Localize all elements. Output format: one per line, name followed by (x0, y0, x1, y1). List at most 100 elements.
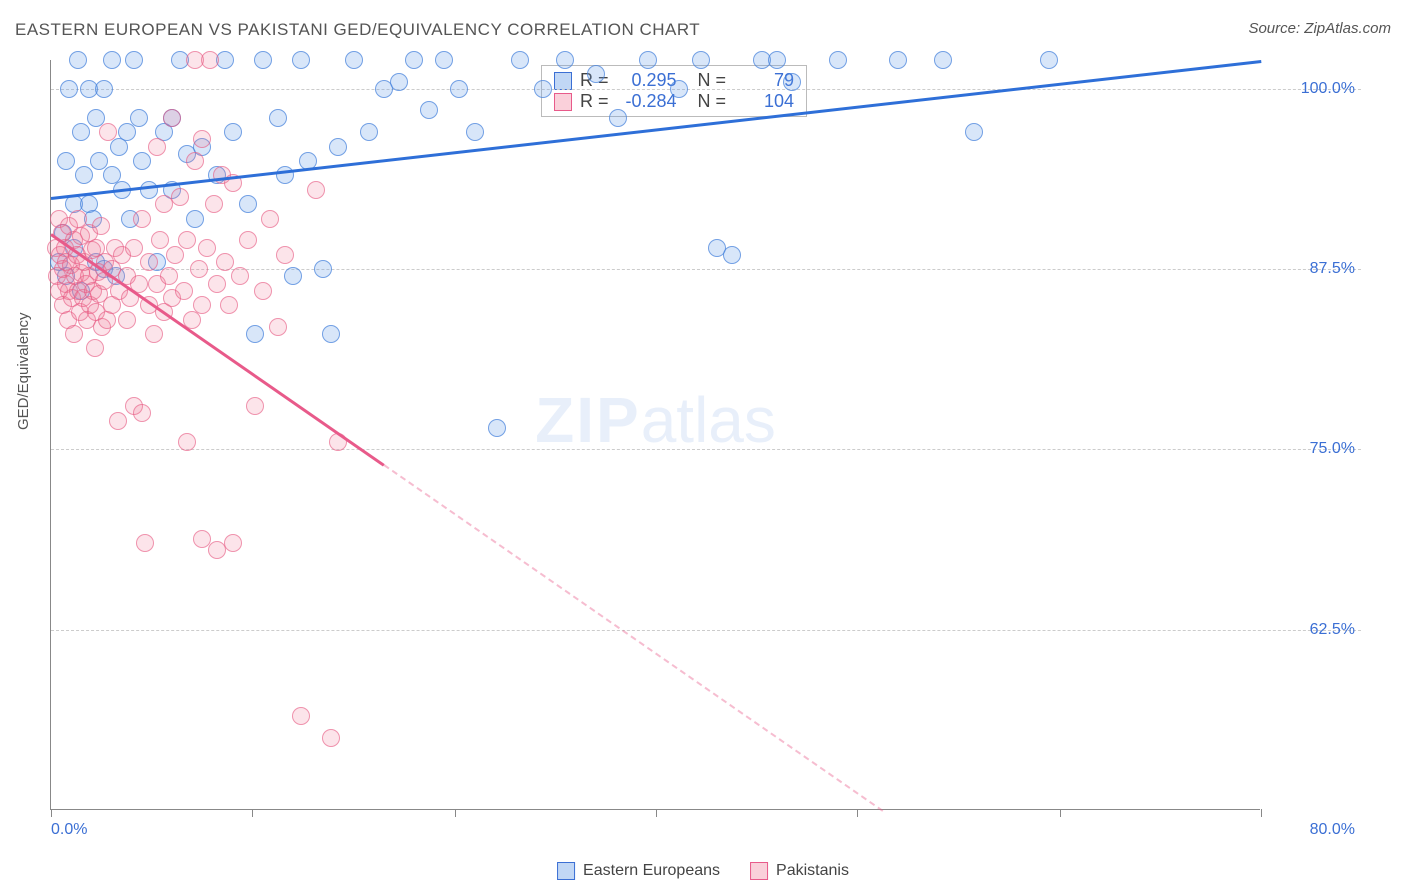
scatter-point (125, 239, 143, 257)
scatter-point (224, 534, 242, 552)
scatter-point (965, 123, 983, 141)
scatter-point (186, 152, 204, 170)
scatter-point (171, 188, 189, 206)
scatter-point (103, 51, 121, 69)
scatter-point (254, 282, 272, 300)
scatter-point (130, 109, 148, 127)
scatter-point (292, 707, 310, 725)
scatter-point (60, 80, 78, 98)
scatter-point (829, 51, 847, 69)
scatter-point (118, 311, 136, 329)
scatter-point (133, 152, 151, 170)
scatter-point (193, 296, 211, 314)
scatter-point (261, 210, 279, 228)
scatter-point (534, 80, 552, 98)
scatter-point (140, 253, 158, 271)
scatter-point (609, 109, 627, 127)
xtick (252, 809, 253, 817)
stats-r-label2: R = (580, 91, 609, 112)
scatter-point (329, 138, 347, 156)
scatter-point (254, 51, 272, 69)
watermark-bold: ZIP (535, 384, 641, 456)
legend-label-pink: Pakistanis (776, 862, 849, 880)
scatter-point (151, 231, 169, 249)
scatter-point (125, 51, 143, 69)
scatter-point (239, 195, 257, 213)
scatter-point (488, 419, 506, 437)
scatter-point (175, 282, 193, 300)
scatter-point (186, 210, 204, 228)
chart-title: EASTERN EUROPEAN VS PAKISTANI GED/EQUIVA… (15, 20, 700, 40)
scatter-point (246, 325, 264, 343)
gridline-h (51, 630, 1361, 631)
ytick-label: 75.0% (1270, 440, 1355, 458)
scatter-point (1040, 51, 1058, 69)
scatter-point (587, 65, 605, 83)
scatter-point (86, 339, 104, 357)
scatter-point (178, 433, 196, 451)
stats-n-pink: 104 (734, 91, 794, 112)
scatter-point (783, 73, 801, 91)
scatter-point (390, 73, 408, 91)
scatter-point (140, 181, 158, 199)
scatter-point (65, 325, 83, 343)
scatter-point (284, 267, 302, 285)
stats-r-pink: -0.284 (617, 91, 677, 112)
scatter-point (220, 296, 238, 314)
watermark-light: atlas (641, 384, 776, 456)
scatter-point (889, 51, 907, 69)
scatter-point (148, 138, 166, 156)
scatter-point (322, 729, 340, 747)
scatter-point (405, 51, 423, 69)
xtick (455, 809, 456, 817)
legend-item-pink: Pakistanis (750, 862, 849, 880)
scatter-point (205, 195, 223, 213)
scatter-point (322, 325, 340, 343)
ytick-label: 100.0% (1270, 80, 1355, 98)
scatter-point (511, 51, 529, 69)
swatch-blue-icon (554, 72, 572, 90)
scatter-point (133, 404, 151, 422)
xtick (1261, 809, 1262, 817)
scatter-point (934, 51, 952, 69)
trend-line (383, 464, 883, 812)
scatter-point (95, 80, 113, 98)
gridline-h (51, 449, 1361, 450)
scatter-point (345, 51, 363, 69)
legend-bottom: Eastern Europeans Pakistanis (557, 862, 849, 880)
swatch-pink-icon (554, 93, 572, 111)
chart-container: EASTERN EUROPEAN VS PAKISTANI GED/EQUIVA… (0, 0, 1406, 892)
scatter-point (246, 397, 264, 415)
scatter-point (178, 231, 196, 249)
scatter-point (231, 267, 249, 285)
scatter-point (360, 123, 378, 141)
scatter-point (239, 231, 257, 249)
watermark: ZIPatlas (535, 383, 776, 457)
scatter-point (216, 253, 234, 271)
xtick-label-left: 0.0% (51, 821, 87, 839)
gridline-h (51, 269, 1361, 270)
scatter-point (768, 51, 786, 69)
scatter-point (224, 123, 242, 141)
scatter-point (72, 123, 90, 141)
ytick-label: 87.5% (1270, 260, 1355, 278)
source-label: Source: ZipAtlas.com (1248, 20, 1391, 37)
legend-item-blue: Eastern Europeans (557, 862, 720, 880)
legend-swatch-pink-icon (750, 862, 768, 880)
xtick-label-right: 80.0% (1310, 821, 1355, 839)
gridline-h (51, 89, 1361, 90)
scatter-point (92, 217, 110, 235)
scatter-point (109, 412, 127, 430)
scatter-point (639, 51, 657, 69)
scatter-point (163, 109, 181, 127)
scatter-point (269, 109, 287, 127)
scatter-point (723, 246, 741, 264)
scatter-point (75, 166, 93, 184)
scatter-point (201, 51, 219, 69)
scatter-point (314, 260, 332, 278)
xtick (51, 809, 52, 817)
scatter-point (435, 51, 453, 69)
scatter-point (160, 267, 178, 285)
scatter-point (420, 101, 438, 119)
scatter-point (276, 246, 294, 264)
